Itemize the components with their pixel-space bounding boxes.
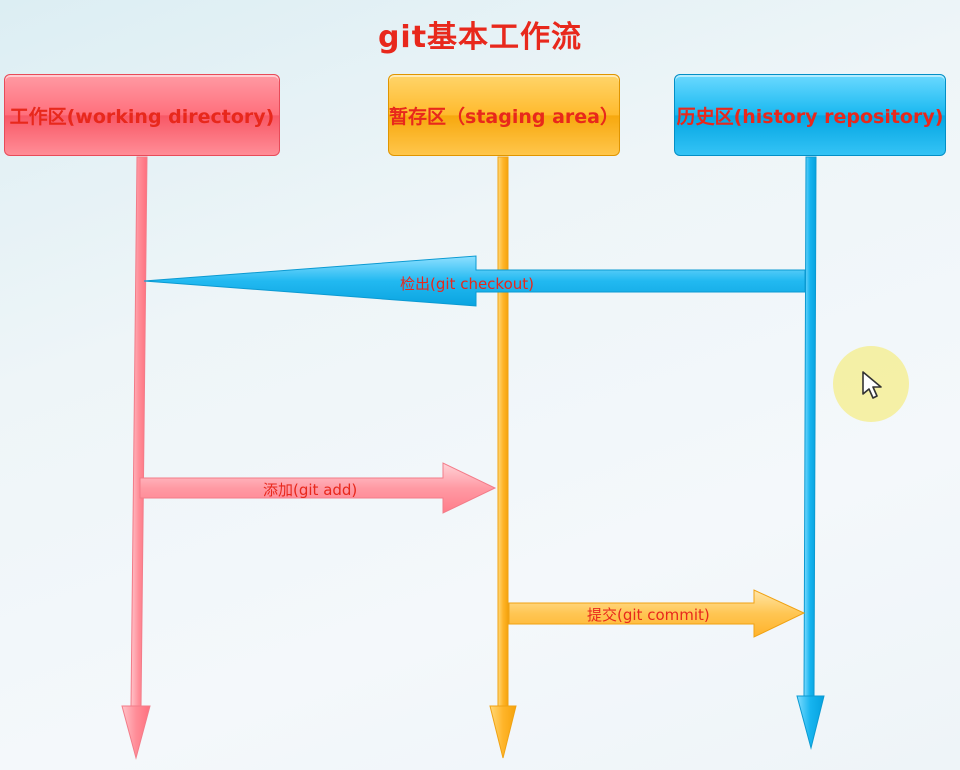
commit-arrow xyxy=(508,589,806,638)
history-lifeline xyxy=(796,156,825,750)
history-repository-box: 历史区(history repository) xyxy=(674,74,946,156)
mouse-pointer-icon xyxy=(862,371,882,399)
staging-area-box: 暂存区（staging area） xyxy=(388,74,620,156)
add-arrow xyxy=(139,462,497,514)
cursor-highlight xyxy=(833,346,909,422)
commit-label: 提交(git commit) xyxy=(587,606,710,624)
checkout-arrow xyxy=(143,255,806,307)
staging-lifeline xyxy=(489,156,517,759)
staging-area-label: 暂存区（staging area） xyxy=(389,105,619,128)
working-directory-label: 工作区(working directory) xyxy=(9,105,275,128)
slide-title: git基本工作流 xyxy=(377,20,583,55)
working-directory-box: 工作区(working directory) xyxy=(4,74,280,156)
history-repository-label: 历史区(history repository) xyxy=(676,105,944,128)
working-lifeline xyxy=(121,156,151,760)
checkout-label: 检出(git checkout) xyxy=(400,275,534,293)
add-label: 添加(git add) xyxy=(263,481,358,499)
